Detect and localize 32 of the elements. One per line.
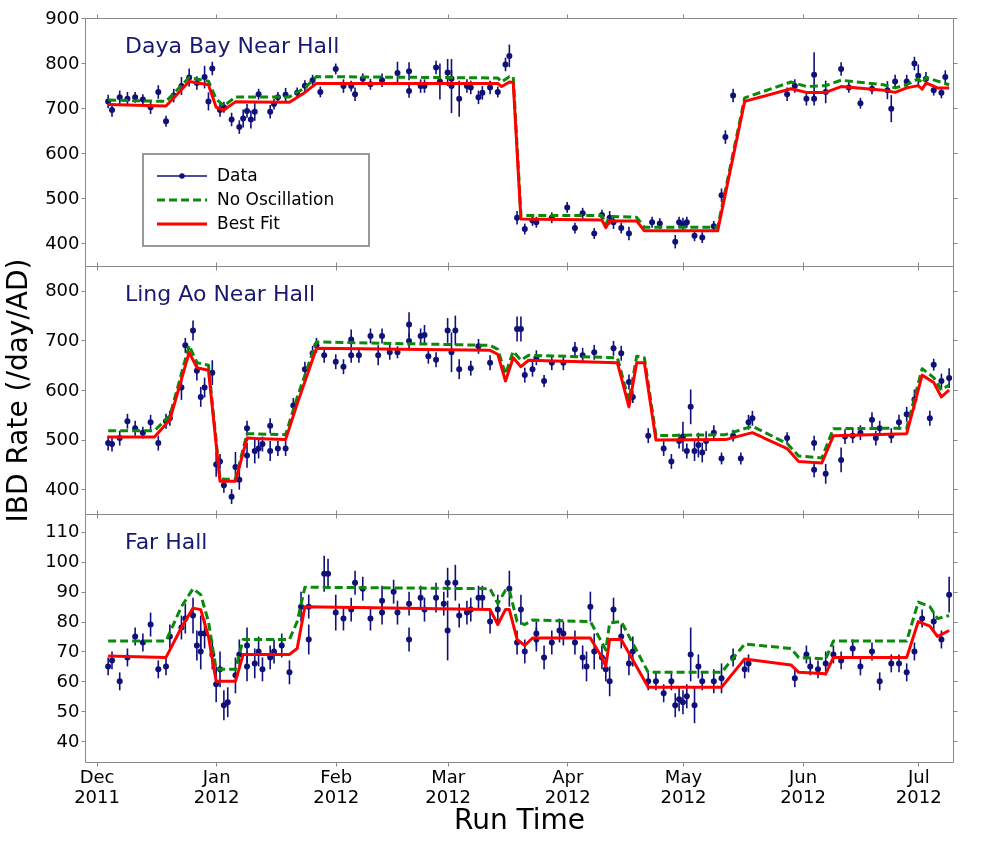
x-tick-label: Feb 2012 (313, 765, 360, 807)
legend-label: Best Fit (217, 213, 281, 233)
y-tick-label: 50 (56, 699, 80, 721)
y-tick-label: 900 (45, 6, 80, 28)
x-tick-label: Dec 2011 (74, 765, 120, 807)
y-tick-label: 600 (45, 141, 80, 163)
x-tick-label: Jun 2012 (780, 765, 826, 807)
y-tick-label: 110 (45, 520, 80, 542)
y-tick-label: 400 (45, 231, 80, 253)
y-tick-label: 60 (56, 669, 80, 691)
y-tick-label: 700 (45, 96, 80, 118)
y-tick-label: 80 (56, 610, 80, 632)
y-tick-label: 800 (45, 51, 80, 73)
y-axis-title: IBD Rate (/day/AD) (1, 258, 35, 523)
y-tick-label: 800 (45, 279, 80, 301)
y-tick-label: 500 (45, 428, 80, 450)
x-tick-label: Jan 2012 (193, 765, 240, 807)
y-tick-label: 600 (45, 378, 80, 400)
y-tick-label: 90 (56, 580, 80, 602)
y-tick-label: 400 (45, 477, 80, 499)
legend-label: No Oscillation (217, 189, 335, 209)
text: Daya Bay Near Hall (125, 33, 340, 58)
y-tick-label: 40 (56, 729, 80, 751)
x-tick-label: May 2012 (660, 765, 707, 807)
legend-label: Data (217, 165, 258, 185)
x-tick-label: Jul 2012 (895, 765, 942, 807)
y-tick-label: 500 (45, 186, 80, 208)
text: Far Hall (125, 529, 208, 554)
y-tick-label: 70 (56, 639, 80, 661)
y-tick-label: 100 (45, 550, 80, 572)
text: Ling Ao Near Hall (125, 281, 316, 306)
y-tick-label: 700 (45, 328, 80, 350)
